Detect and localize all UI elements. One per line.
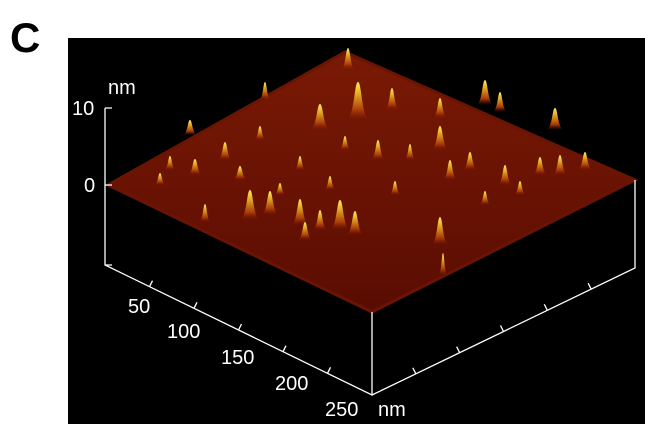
figure: C nm 10 0 50 100 150 200 250 nm — [0, 0, 645, 424]
x-tick-label: 200 — [275, 373, 308, 395]
x-tick-label: 150 — [221, 347, 254, 369]
z-tick-label: 0 — [84, 175, 95, 197]
z-unit: nm — [108, 77, 136, 99]
panel-label: C — [10, 14, 40, 61]
page: {"panel_label": "C", "z_axis": {"unit": … — [0, 0, 645, 424]
z-tick-label: 10 — [72, 98, 94, 120]
x-tick-label: 50 — [128, 296, 150, 318]
x-tick-label: 250 — [325, 399, 358, 421]
x-tick-label: 100 — [167, 321, 200, 343]
x-unit: nm — [378, 399, 406, 421]
